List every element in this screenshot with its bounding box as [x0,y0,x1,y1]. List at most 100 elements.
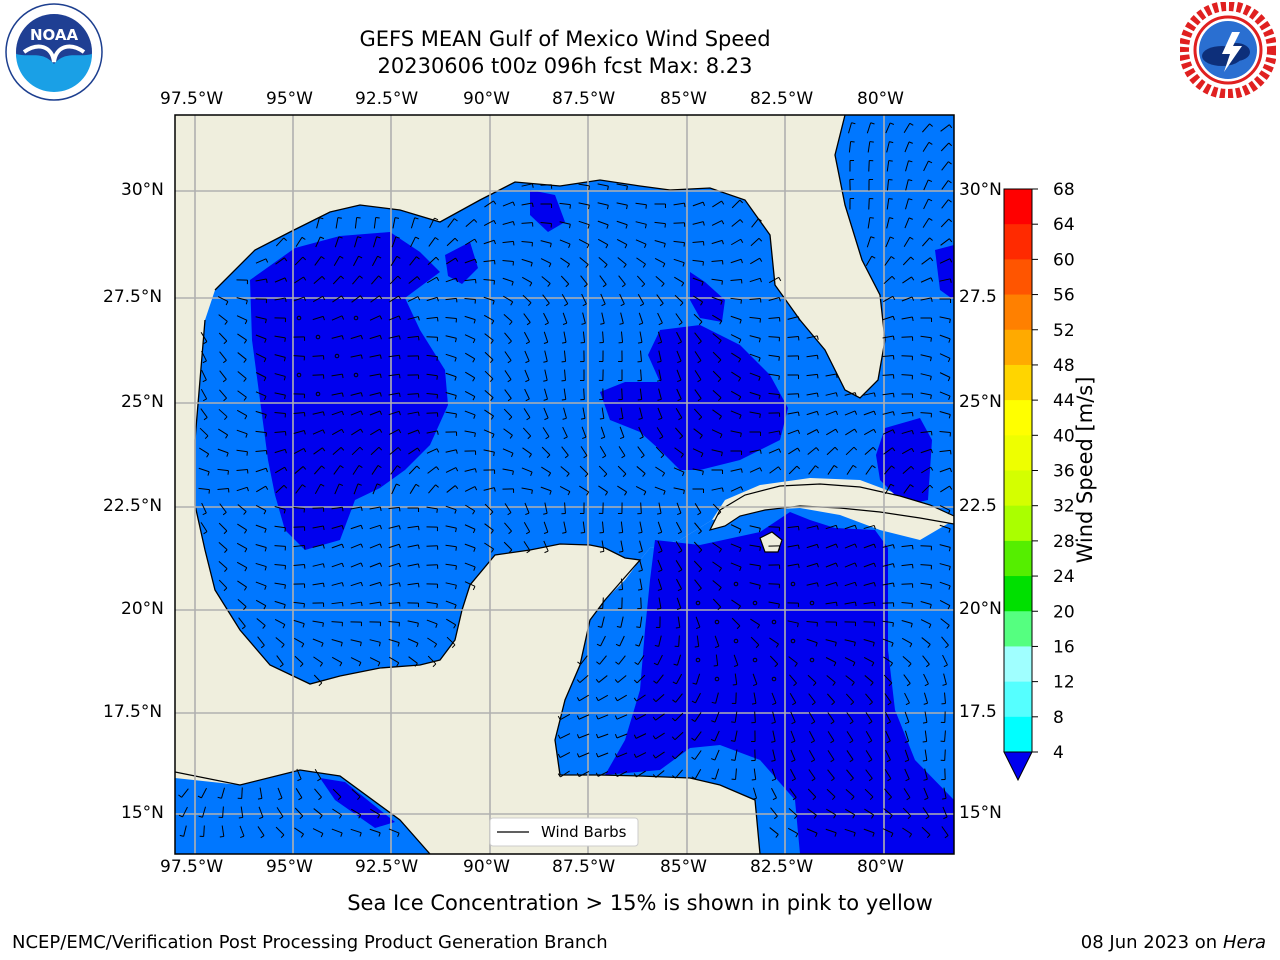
wind-barb [524,350,530,362]
wind-barb [333,465,341,475]
wind-barb [886,141,890,153]
wind-barb [295,788,303,798]
wind-barb-flag [219,835,224,838]
wind-barb [504,351,512,361]
wind-barb [581,293,587,305]
wind-barb [885,730,891,742]
wind-barb-flag [595,715,599,720]
wind-barb-flag [771,778,776,781]
wind-barb-flag [638,531,643,534]
wind-barb [768,392,780,396]
wind-barb [217,448,229,454]
wind-barb [692,221,704,225]
wind-barb [769,827,779,835]
wind-barb-flag [832,682,836,686]
wind-barb [654,240,666,244]
map-panel: Wind Barbs [174,114,955,855]
wind-barb [750,636,760,646]
wind-barb [771,768,777,780]
calm-wind-marker [353,315,359,321]
wind-barb-flag [633,734,637,739]
wind-barb [582,407,586,419]
wind-barb-flag [662,472,666,477]
wind-barb [921,637,931,645]
wind-barb [620,616,624,628]
wind-barb-flag [813,814,817,819]
wind-barb-flag [596,643,601,647]
wind-barb [825,828,837,834]
wind-barb [616,220,628,226]
wind-barb-flag [738,377,742,382]
wind-barb [942,806,948,818]
wind-barb [562,426,568,438]
wind-barb [943,787,947,799]
wind-barb [749,544,761,548]
wind-barb [844,543,856,549]
wind-barb-flag [243,359,247,363]
wind-barb [923,179,929,191]
wind-barb-flag [599,417,604,420]
wind-barb-flag [697,512,702,516]
wind-barb-flag [930,337,932,342]
wind-barb-flag [942,683,947,686]
wind-barb-flag [643,491,647,496]
wind-barb-flag [642,263,646,268]
wind-barb-flag [928,179,933,183]
wind-barb [904,692,910,704]
wind-barb [655,276,665,284]
wind-barb [369,524,381,530]
wind-barb-flag [491,548,495,553]
wind-barb-flag [778,277,782,282]
wind-barb [389,447,399,455]
wind-barb-flag [225,434,229,439]
wind-barb-flag [451,644,456,649]
wind-barb [199,447,209,455]
wind-barb [845,428,855,436]
wind-barb [768,336,780,338]
wind-barb-flag [657,379,662,382]
lon-tick-top: 97.5°W [160,89,224,109]
wind-barb [712,333,722,341]
wind-barb [541,446,551,456]
wind-barb-flag [850,777,854,782]
colorbar-tick-label: 28 [1053,532,1075,552]
wind-barb-flag [543,398,548,401]
wind-barb-flag [341,411,344,416]
wind-barb [616,752,628,758]
wind-barb [789,674,797,684]
wind-barb [237,371,247,379]
wind-barb [657,578,663,590]
wind-barb-flag [642,473,646,477]
wind-barb [806,582,818,586]
wind-barb-flag [510,301,514,306]
wind-barb-flag [564,303,569,307]
wind-barb [730,486,742,492]
wind-barb-flag [587,224,590,229]
wind-barb [845,675,855,683]
wind-barb [502,277,514,283]
wind-barb [560,770,570,778]
pacific-coast-water [175,770,430,854]
wind-barb [806,335,818,339]
wind-barb [351,788,361,798]
wind-barb-flag [925,816,930,820]
wind-barb [676,502,682,514]
wind-barb-flag [543,512,548,515]
wind-barb-flag [626,205,628,210]
wind-barb [274,431,286,433]
wind-barb [237,580,247,588]
wind-barb [655,770,665,778]
wind-barb [864,808,874,816]
wind-barb [464,390,476,398]
wind-barb-flag [835,428,839,433]
wind-barb [313,275,323,285]
wind-barb [599,275,607,285]
wind-barb-flag [319,662,323,667]
wind-barb-flag [489,359,494,364]
wind-barb-flag [455,413,457,418]
wind-barb-flag [949,258,953,263]
wind-barb [255,505,267,511]
wind-barb-flag [217,796,222,799]
colorbar-block [1004,716,1032,753]
wind-barb [502,468,514,472]
